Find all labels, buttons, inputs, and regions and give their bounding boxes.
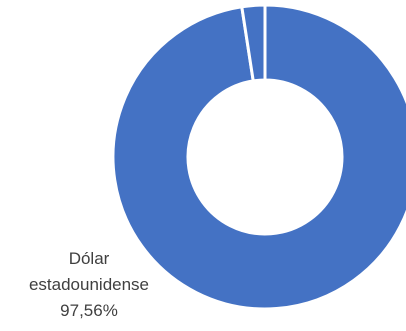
doughnut-slice-1 [240, 3, 267, 83]
slice-percent-label: 97,56% [60, 301, 118, 320]
doughnut-slice-0 [111, 3, 406, 311]
slice-label-line-1: Dólar [69, 249, 110, 268]
data-labels-group: Dólar estadounidense 97,56% [29, 249, 149, 320]
slice-label-line-2: estadounidense [29, 275, 149, 294]
slices-group [111, 3, 406, 311]
